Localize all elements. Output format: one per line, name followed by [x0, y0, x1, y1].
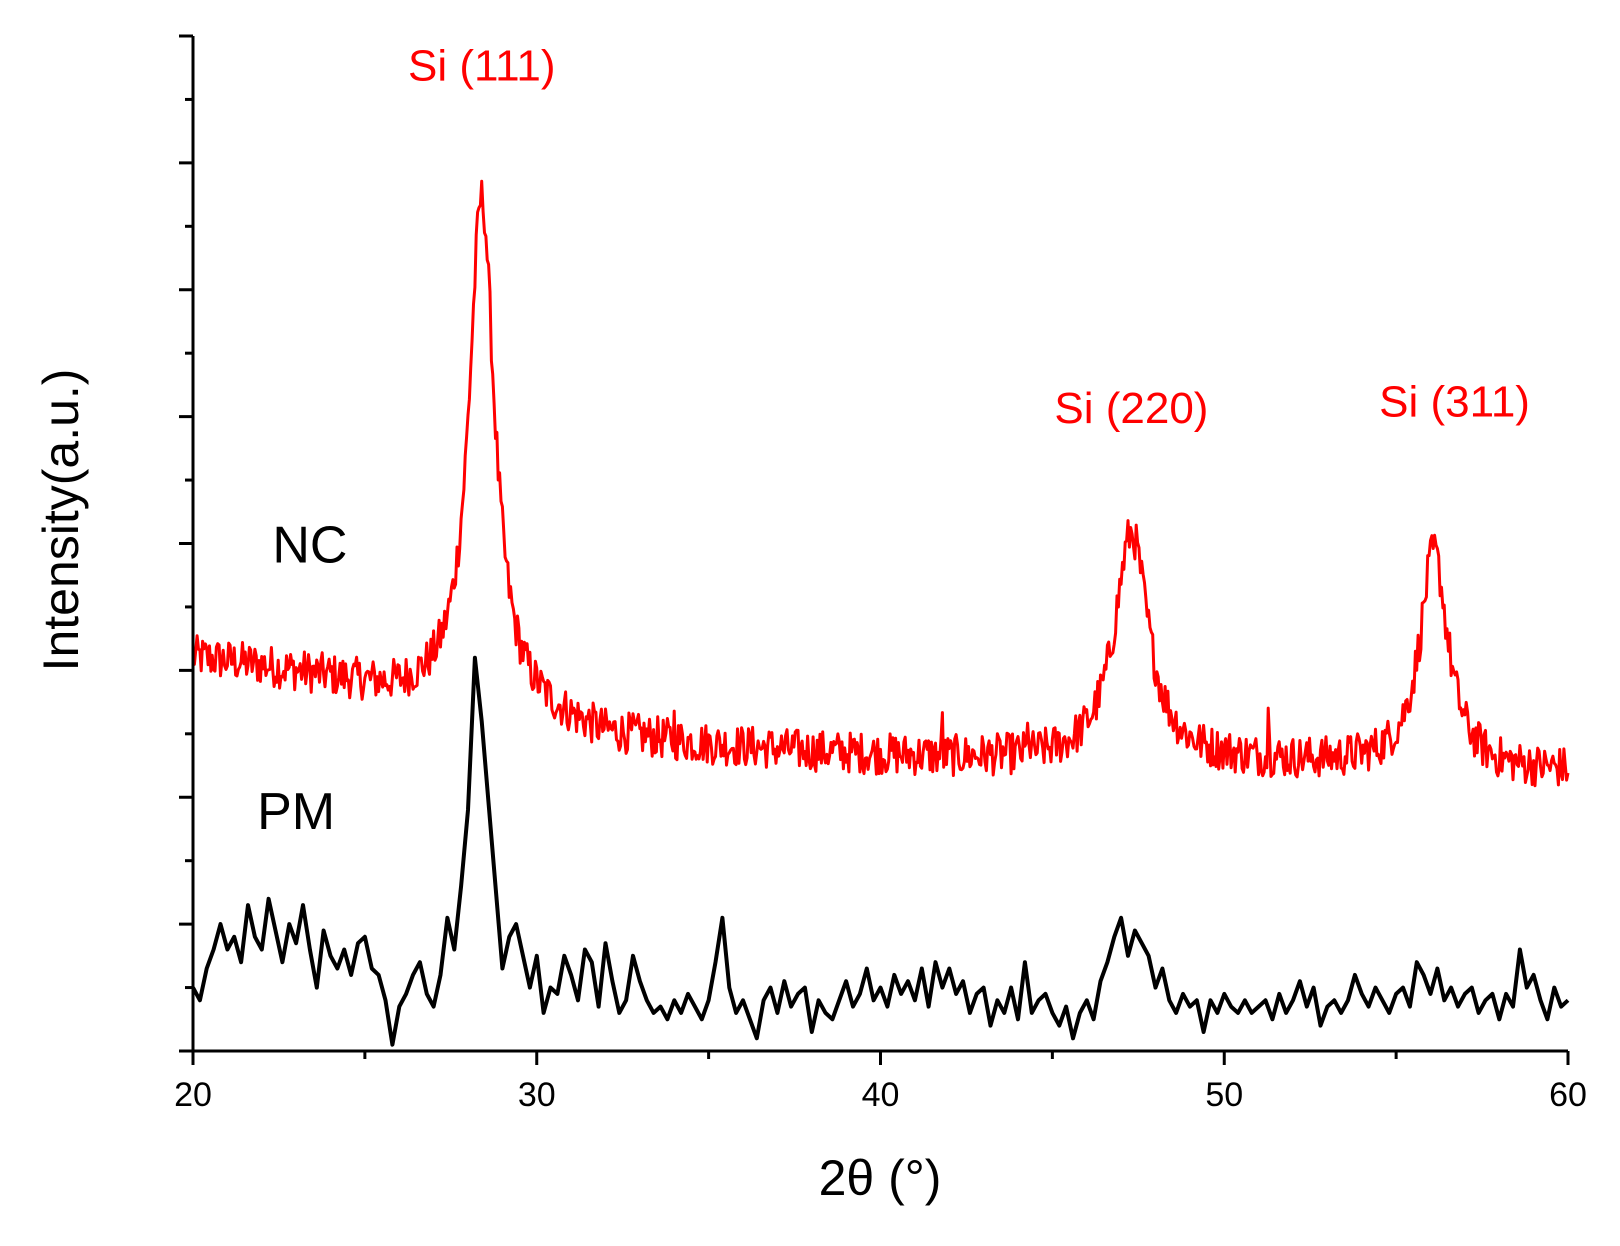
series-line-pm: [191, 655, 1570, 1047]
peak-annotation: Si (111): [408, 41, 556, 90]
y-axis-title: Intensity(a.u.): [33, 369, 89, 672]
x-tick-label: 40: [862, 1076, 900, 1114]
x-tick-label: 50: [1205, 1076, 1243, 1114]
label-layer: NC PM Si (111) Si (220) Si (311): [257, 41, 1530, 841]
series-label-nc: NC: [272, 517, 347, 575]
axes-layer: 20 30 40 50 60: [174, 34, 1587, 1114]
series-layer: [191, 179, 1570, 1047]
peak-annotation: Si (220): [1054, 384, 1208, 433]
x-tick-label: 30: [518, 1076, 556, 1114]
x-tick-label: 20: [174, 1076, 212, 1114]
series-label-pm: PM: [257, 783, 335, 841]
x-axis-title: 2θ (°): [819, 1150, 942, 1206]
x-tick-label: 60: [1549, 1076, 1587, 1114]
series-line-nc: [191, 179, 1570, 788]
peak-annotation: Si (311): [1379, 378, 1530, 427]
